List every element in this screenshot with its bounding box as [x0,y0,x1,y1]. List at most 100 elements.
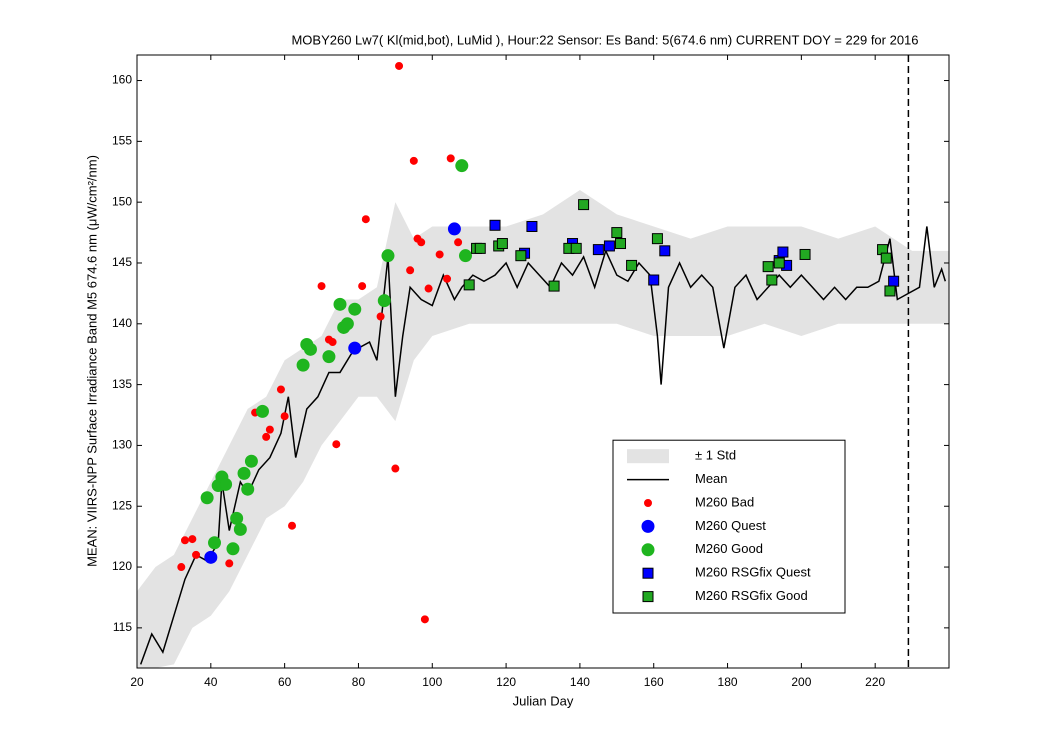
circle-marker [328,338,337,347]
circle-marker [420,615,429,624]
circle-marker [225,559,234,568]
square-marker [615,238,627,250]
square-marker [611,227,623,239]
circle-marker [219,477,233,491]
square-marker [474,242,486,254]
circle-marker [226,542,240,556]
legend-swatch [642,591,654,603]
square-marker [578,199,590,211]
circle-marker [376,312,385,321]
square-marker [659,245,671,257]
circle-marker [322,350,336,364]
square-marker [651,233,663,245]
circle-marker [443,274,452,283]
x-axis-label: Julian Day [513,693,574,708]
square-marker [548,280,560,292]
circle-marker [391,464,400,473]
circle-marker [303,342,317,356]
circle-marker [230,511,244,525]
square-marker [570,242,582,254]
square-marker [773,257,785,269]
chart-title: MOBY260 Lw7( Kl(mid,bot), LuMid ), Hour:… [291,32,918,47]
square-marker [626,259,638,271]
square-marker [884,285,896,297]
square-marker [515,250,527,262]
y-tick-label: 135 [112,377,132,391]
y-tick-label: 155 [112,134,132,148]
legend-label: M260 Good [695,541,763,556]
y-tick-label: 160 [112,73,132,87]
circle-marker [188,535,197,544]
circle-marker [455,159,469,173]
square-marker [880,252,892,264]
mean-line [139,226,947,665]
plot-area [137,61,949,668]
y-tick-label: 125 [112,498,132,512]
circle-marker [276,385,285,394]
x-tick-label: 220 [865,675,885,689]
y-tick-label: 140 [112,316,132,330]
square-marker [496,238,508,250]
circle-marker [358,282,367,291]
square-marker [766,274,778,286]
circle-marker [262,432,271,441]
circle-marker [447,222,461,236]
x-tick-label: 20 [130,675,144,689]
legend-swatch [642,567,654,579]
x-tick-label: 60 [278,675,292,689]
circle-marker [381,249,395,263]
circle-marker [454,238,463,247]
legend-swatch [641,519,655,533]
circle-marker [192,550,201,559]
y-tick-label: 130 [112,438,132,452]
circle-marker [424,284,433,293]
circle-marker [204,550,218,564]
circle-marker [340,317,354,331]
circle-marker [233,522,247,536]
square-marker [463,279,475,291]
legend-label: ± 1 Std [695,448,736,463]
x-tick-label: 180 [718,675,738,689]
circle-marker [348,302,362,316]
legend-label: M260 RSGfix Quest [695,565,811,580]
plot-frame [136,54,950,669]
circle-marker [237,466,251,480]
square-marker [888,275,900,287]
x-tick-label: 80 [352,675,366,689]
legend-label: M260 Bad [695,494,754,509]
circle-marker [332,440,341,449]
circle-marker [208,536,222,550]
circle-marker [244,454,258,468]
legend-label: Mean [695,471,728,486]
square-marker [489,219,501,231]
legend-swatch [641,543,655,557]
circle-marker [361,215,370,224]
circle-marker [348,341,362,355]
y-tick-label: 145 [112,255,132,269]
legend-label: M260 Quest [695,518,766,533]
circle-marker [177,563,186,572]
square-marker [799,248,811,260]
circle-marker [458,249,472,263]
x-tick-label: 100 [422,675,442,689]
circle-marker [296,358,310,372]
square-marker [526,220,538,232]
legend-swatch [644,499,652,507]
x-tick-label: 140 [570,675,590,689]
square-marker [777,246,789,258]
circle-marker [241,482,255,496]
legend-box [612,439,846,614]
circle-marker [333,297,347,311]
x-tick-label: 40 [204,675,218,689]
square-marker [592,244,604,256]
circle-marker [180,536,189,545]
circle-marker [255,404,269,418]
circle-marker [409,156,418,165]
x-tick-label: 160 [644,675,664,689]
circle-marker [377,294,391,308]
circle-marker [288,521,297,530]
square-marker [603,240,615,252]
y-tick-label: 115 [113,620,132,634]
circle-marker [395,61,404,70]
